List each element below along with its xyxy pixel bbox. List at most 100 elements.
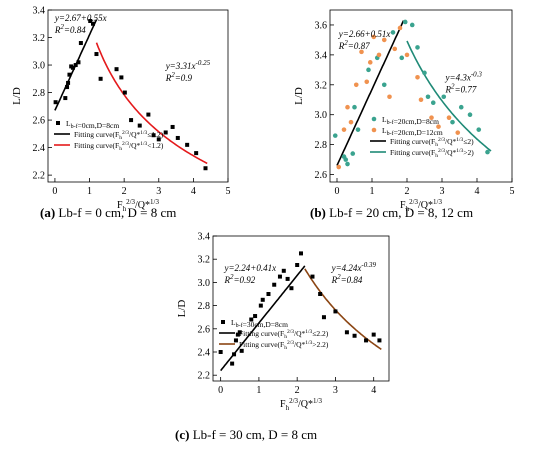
legend-marker <box>371 127 377 133</box>
caption-c-text: Lb-f = 30 cm, D = 8 cm <box>192 427 318 442</box>
fit-curve-power <box>304 268 382 351</box>
legend-marker <box>221 320 225 324</box>
y-axis-label: L/D <box>176 300 188 318</box>
data-point <box>137 123 142 128</box>
legend-label: Lb-f=30cm,D=8cm <box>231 318 288 329</box>
data-point <box>364 338 369 343</box>
data-point <box>299 251 303 256</box>
legend-label: Fitting curve(Fh2/3/Q*1/3>2.2) <box>239 340 329 351</box>
legend-label: Lb-f=20cm,D=12cm <box>382 126 443 137</box>
fit-equation: y=4.3x-0.3 <box>445 70 483 82</box>
data-point <box>70 65 75 70</box>
legend-marker <box>56 121 60 125</box>
data-point <box>450 119 455 125</box>
data-point <box>63 96 68 101</box>
data-point <box>78 41 83 46</box>
data-point <box>333 309 338 314</box>
data-point <box>239 348 244 353</box>
data-point <box>366 67 371 73</box>
chart-panel-b: 0 1 2 3 4 52.62.83.03.23.43.6Fh2/3/Q*1/3L/Dy=… <box>293 9 515 213</box>
data-point <box>359 49 364 55</box>
data-point <box>66 80 71 85</box>
data-point <box>402 19 408 25</box>
data-point <box>429 115 434 120</box>
chart-panel-c: 0 1 2 3 4 2.2 2.4 2.6 2.8 3.0 3.2 3.4 Fh2/3/Q*1/3 L/D… <box>176 232 390 412</box>
legend-label: Lb-f=0cm,D=8cm <box>66 119 119 130</box>
data-point <box>415 45 420 50</box>
data-point <box>88 19 93 24</box>
x-tick-label: 1 <box>370 186 375 197</box>
data-point <box>151 133 156 138</box>
y-tick-label: 3.4 <box>315 50 328 61</box>
plot-frame <box>212 235 390 382</box>
data-point <box>436 124 441 129</box>
caption-b-text: Lb-f = 20 cm, D = 8, 12 cm <box>329 205 474 220</box>
y-tick-label: 3.2 <box>198 255 211 266</box>
legend: Lb-f=30cm,D=8cm Fitting curve(Fh2/3/Q*1/3… <box>219 318 329 351</box>
y-tick-label: 3.0 <box>198 278 211 289</box>
data-point <box>381 37 387 43</box>
legend-label: Fitting curve(Fh2/3/Q*1/3≤1.2) <box>74 130 164 141</box>
x-tick-label: 4 <box>371 385 376 396</box>
data-point <box>348 119 354 125</box>
data-point <box>343 157 349 162</box>
fit-equation: y=3.31x-0.25 <box>165 59 211 71</box>
data-point <box>418 97 424 103</box>
y-tick-label: 3.0 <box>315 110 328 121</box>
data-point <box>404 52 410 58</box>
data-point <box>310 274 315 279</box>
data-point <box>218 350 223 354</box>
data-point <box>485 149 490 155</box>
x-tick-label: 0 <box>218 385 223 396</box>
data-point <box>355 127 361 132</box>
caption-a-text: Lb-f = 0 cm, D = 8 cm <box>58 205 177 220</box>
data-point <box>194 151 199 156</box>
data-point <box>390 30 396 35</box>
data-point <box>203 166 208 171</box>
chart-panel-a: 0 1 2 3 4 52.22.42.62.83.03.23.4Fh2/3/Q*1/3L/… <box>11 6 231 214</box>
data-point <box>53 100 58 105</box>
y-axis-label: L/D <box>11 87 23 105</box>
fit-curve-power <box>95 42 208 165</box>
caption-a-tag: (a) <box>40 205 56 220</box>
legend-label: Fitting curve(Fh2/3/Q*1/3≤2) <box>390 137 474 148</box>
y-axis-label: L/D <box>293 87 305 105</box>
data-point <box>321 315 326 320</box>
data-point <box>156 137 161 142</box>
data-point <box>249 317 254 322</box>
data-point <box>237 330 242 335</box>
fit-equation: y=2.24+0.41x <box>223 263 276 273</box>
y-tick-label: 2.4 <box>198 348 211 359</box>
legend-label: Lb-f=20cm,D=8cm <box>382 115 439 126</box>
y-tick-label: 3.2 <box>33 33 46 44</box>
fit-curve-linear <box>336 20 405 166</box>
caption-c-tag: (c) <box>175 427 190 442</box>
y-tick-label: 2.6 <box>315 170 328 181</box>
legend-label: Fitting curve(Fh2/3/Q*1/3<1.2) <box>74 141 164 152</box>
data-point <box>65 85 70 90</box>
legend-label: Fitting curve(Fh2/3/Q*1/3>2) <box>390 148 474 159</box>
data-point <box>91 21 95 26</box>
caption-a: (a) Lb-f = 0 cm, D = 8 cm <box>40 205 176 221</box>
fit-r-squared: R2=0.9 <box>165 71 193 83</box>
x-tick-label: 2 <box>405 186 410 197</box>
legend-marker <box>371 116 377 122</box>
x-tick-label: 2 <box>122 186 127 197</box>
y-tick-label: 3.6 <box>315 20 328 31</box>
fit-equation: y=2.66+0.51x <box>338 29 391 39</box>
data-point <box>377 338 382 343</box>
data-point <box>295 263 300 267</box>
data-point <box>76 60 81 65</box>
data-point <box>458 104 464 110</box>
y-tick-label: 2.2 <box>198 371 211 382</box>
fit-equation: y=4.24x-0.39 <box>331 261 377 273</box>
data-point <box>119 75 124 80</box>
data-point <box>430 100 436 106</box>
data-point <box>352 333 357 338</box>
data-point <box>67 72 72 77</box>
data-point <box>332 133 338 138</box>
data-point <box>467 112 473 117</box>
data-point <box>289 286 294 291</box>
x-axis-label: Fh2/3/Q*1/3 <box>280 397 322 412</box>
